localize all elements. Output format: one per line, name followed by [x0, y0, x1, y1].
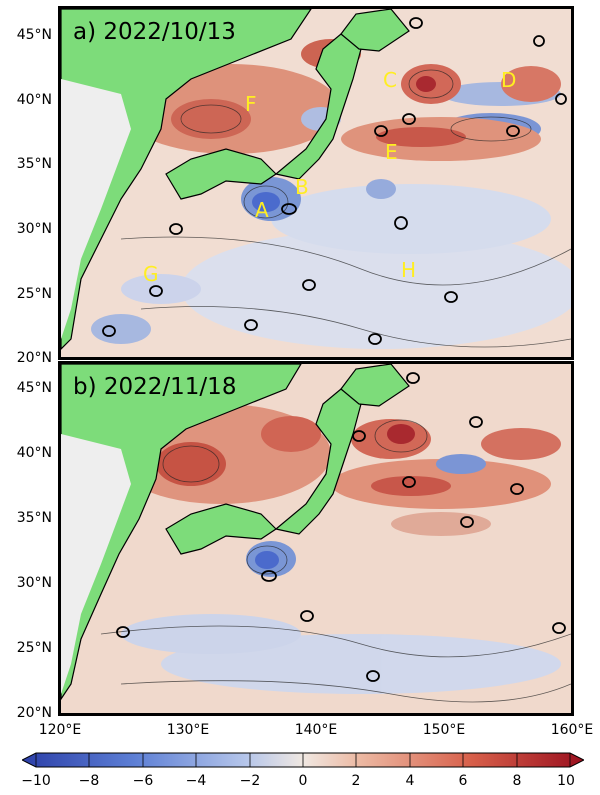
- lat-tick-a-45: 45°N: [16, 27, 52, 43]
- map-a-canvas: A B C D E F G H: [61, 9, 571, 357]
- lat-tick-a-25: 25°N: [16, 286, 52, 302]
- cb-tick-6: 6: [458, 773, 468, 789]
- cb-tick-m4: −4: [185, 773, 207, 789]
- map-b-canvas: [61, 364, 571, 713]
- label-D: D: [501, 68, 516, 92]
- cb-tick-8: 8: [512, 773, 522, 789]
- cb-tick-4: 4: [405, 773, 415, 789]
- lat-tick-b-25: 25°N: [16, 640, 52, 656]
- lat-tick-b-40: 40°N: [16, 445, 52, 461]
- label-H: H: [401, 258, 416, 282]
- cb-tick-m6: −6: [132, 773, 154, 789]
- lat-tick-b-30: 30°N: [16, 575, 52, 591]
- label-F: F: [245, 92, 257, 116]
- lon-tick-130: 130°E: [166, 722, 210, 738]
- lat-tick-a-40: 40°N: [16, 92, 52, 108]
- lon-tick-160: 160°E: [550, 722, 594, 738]
- cb-tick-0: 0: [298, 773, 308, 789]
- cb-tick-10: 10: [557, 773, 575, 789]
- lat-tick-b-45: 45°N: [16, 380, 52, 396]
- map-panel-b: b) 2022/11/18: [58, 361, 574, 716]
- label-B: B: [295, 175, 309, 199]
- lon-tick-140: 140°E: [294, 722, 338, 738]
- lat-tick-a-35: 35°N: [16, 156, 52, 172]
- label-C: C: [383, 68, 397, 92]
- lon-tick-120: 120°E: [38, 722, 82, 738]
- colorbar: [22, 752, 584, 768]
- cb-tick-2: 2: [351, 773, 361, 789]
- label-A: A: [255, 198, 269, 222]
- label-G: G: [143, 262, 159, 286]
- cb-tick-m10: −10: [21, 773, 51, 789]
- cb-tick-m2: −2: [239, 773, 261, 789]
- lon-tick-150: 150°E: [422, 722, 466, 738]
- lat-tick-a-30: 30°N: [16, 221, 52, 237]
- lat-tick-b-20: 20°N: [16, 705, 52, 721]
- lat-tick-a-20: 20°N: [16, 350, 52, 366]
- panel-title-a: a) 2022/10/13: [73, 19, 236, 45]
- panel-title-b: b) 2022/11/18: [73, 374, 237, 400]
- map-panel-a: A B C D E F G H a) 2022/10/13: [58, 6, 574, 360]
- cb-tick-m8: −8: [78, 773, 100, 789]
- lat-tick-b-35: 35°N: [16, 510, 52, 526]
- label-E: E: [385, 140, 398, 164]
